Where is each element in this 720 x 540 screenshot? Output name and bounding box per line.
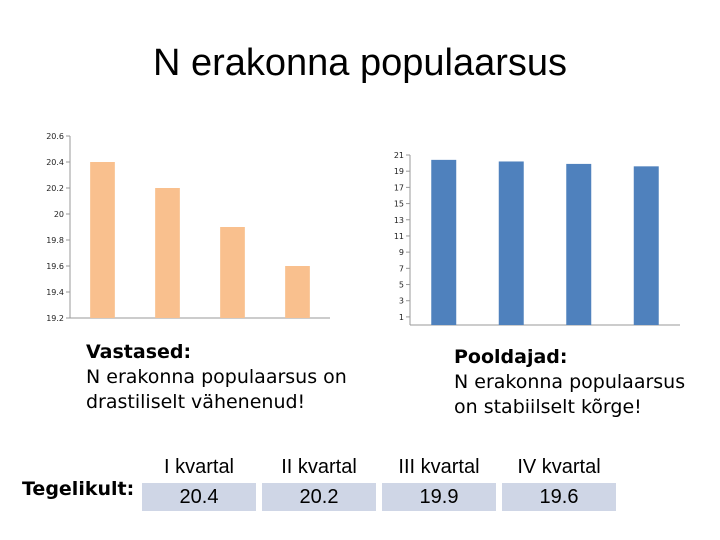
y-tick-label: 20 <box>54 210 64 219</box>
table-value-cell: 19.9 <box>382 483 496 511</box>
full-axis-bar-chart: 21 19 17 15 13 11 9 7 5 3 1 <box>394 151 680 326</box>
y-tick-label: 19.2 <box>46 314 64 323</box>
y-tick-label: 21 <box>394 151 404 160</box>
table-value-cell: 20.4 <box>142 483 256 511</box>
y-tick-label: 15 <box>394 200 404 209</box>
y-tick-label: 3 <box>399 297 404 306</box>
actual-row-label: Tegelikult: <box>22 478 135 500</box>
bar <box>566 163 592 325</box>
y-tick-label: 1 <box>399 313 404 322</box>
supporters-heading: Pooldajad: <box>454 346 568 368</box>
y-tick-label: 7 <box>399 264 404 273</box>
table-value-cell: 19.6 <box>502 483 616 511</box>
table-header-cell: IV kvartal <box>502 452 616 483</box>
table-row: 20.4 20.2 19.9 19.6 <box>142 483 616 511</box>
table-header-row: I kvartal II kvartal III kvartal IV kvar… <box>142 452 616 483</box>
y-tick-label: 13 <box>394 216 404 225</box>
supporters-caption: Pooldajad: N erakonna populaarsus on sta… <box>454 345 685 420</box>
truncated-axis-bar-chart: 20.6 20.4 20.2 20 19.8 19.6 19.4 19.2 <box>46 132 330 323</box>
opponents-line-2: drastiliselt vähenenud! <box>86 391 306 413</box>
opponents-line-1: N erakonna populaarsus on <box>86 366 347 388</box>
bar <box>498 161 524 325</box>
supporters-line-1: N erakonna populaarsus <box>454 371 686 393</box>
y-tick-label: 20.6 <box>46 132 64 141</box>
opponents-caption: Vastased: N erakonna populaarsus on dras… <box>86 340 347 415</box>
y-tick-label: 11 <box>394 232 404 241</box>
y-tick-label: 20.4 <box>46 158 64 167</box>
table-value-cell: 20.2 <box>262 483 376 511</box>
bar <box>633 166 659 325</box>
table-header-cell: II kvartal <box>262 452 376 483</box>
opponents-heading: Vastased: <box>86 341 192 363</box>
y-tick-label: 19 <box>394 167 404 176</box>
quarterly-values-table: I kvartal II kvartal III kvartal IV kvar… <box>136 452 622 511</box>
y-tick-label: 19.4 <box>46 288 64 297</box>
y-tick-label: 19.6 <box>46 262 64 271</box>
y-tick-label: 5 <box>399 281 404 290</box>
y-tick-label: 17 <box>394 183 404 192</box>
bar <box>285 266 310 318</box>
bar <box>220 227 245 318</box>
bar <box>90 162 115 318</box>
y-tick-label: 19.8 <box>46 236 64 245</box>
page-title: N erakonna populaarsus <box>152 42 568 84</box>
table-header-cell: I kvartal <box>142 452 256 483</box>
y-tick-label: 9 <box>399 248 404 257</box>
y-tick-label: 20.2 <box>46 184 64 193</box>
bar <box>155 188 180 318</box>
bar <box>431 159 457 325</box>
table-header-cell: III kvartal <box>382 452 496 483</box>
supporters-line-2: on stabiilselt kõrge! <box>454 396 642 418</box>
